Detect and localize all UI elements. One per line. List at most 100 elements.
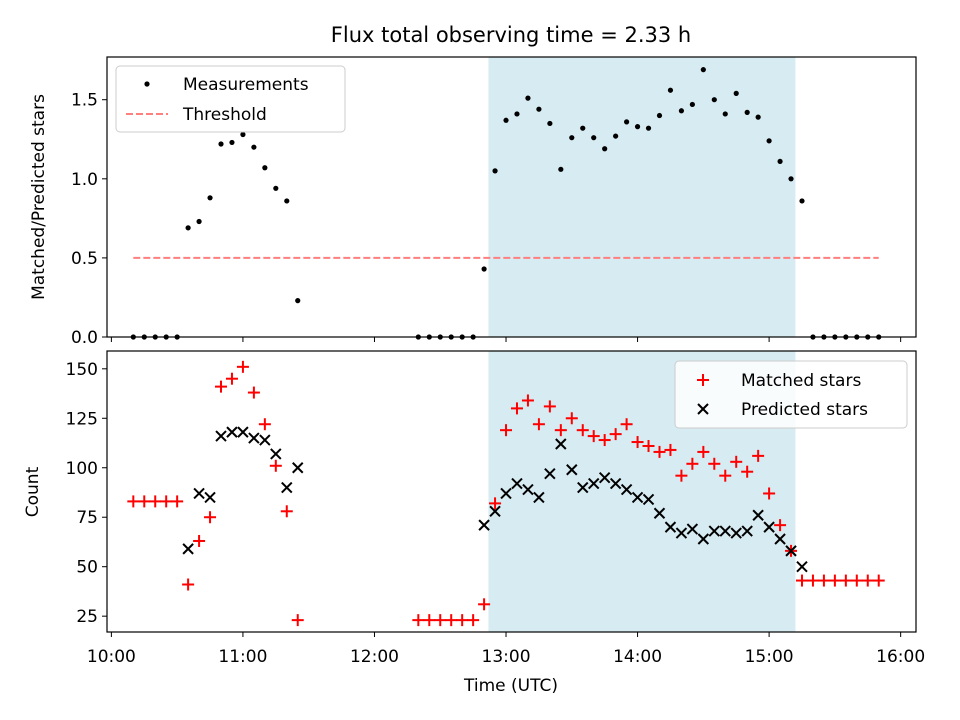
matched-stars-point [708,457,721,470]
measurements-point [777,158,783,165]
matched-stars-point [576,424,589,437]
matched-stars-point [269,459,282,472]
legend-predicted-marker [697,403,709,415]
matched-stars-point [795,574,808,587]
measurements-point [602,146,608,152]
bottom-axes-frame [106,350,917,633]
matched-stars-point [532,418,545,431]
matched-stars-point [160,495,173,508]
measurements-point [733,90,739,96]
legend-predicted-label: Predicted stars [741,400,868,420]
measurements-point [514,111,520,117]
measurements-point [492,168,498,174]
measurements-point [251,144,257,150]
measurements-point [503,117,509,123]
matched-stars-point [543,400,556,413]
matched-stars-point [149,495,162,508]
matched-stars-point [456,614,469,627]
predicted-stars-point [653,507,666,519]
measurements-point [196,218,202,225]
matched-stars-point [806,574,819,587]
matched-stars-point [642,439,655,452]
measurements-point [525,95,531,101]
measurements-point [722,111,728,117]
measurements-point [207,195,213,201]
predicted-stars-point [555,438,567,450]
matched-stars-point [258,418,271,431]
predicted-stars-point [544,467,556,480]
x-tick-label: 15:00 [745,647,794,667]
measurements-point [689,101,695,108]
measurements-point [295,298,301,304]
top-y-tick-label: 1.5 [71,91,98,111]
matched-stars-point [510,402,523,415]
predicted-stars-point [577,481,589,494]
matched-stars-point [127,495,140,508]
bottom-y-axis-ticks: 25 50 75 100 125 150 [66,360,107,627]
matched-stars-point [850,574,863,587]
measurements-point [788,176,794,182]
bottom-y-tick-label: 100 [66,459,98,479]
measurements-point [799,198,805,204]
measurements-point [284,198,290,204]
measurements-point [273,185,279,191]
measurements-point [240,131,246,138]
predicted-stars-point [270,448,282,460]
legend-measurements-marker [144,81,150,87]
legend-measurements-label: Measurements [183,75,309,95]
measurements-point [481,266,487,272]
predicted-stars-point [489,505,501,517]
predicted-stars-point [511,477,523,490]
measurements-point [656,112,663,119]
legend-matched-marker [697,374,709,386]
x-tick-label: 10:00 [87,647,136,667]
matched-stars-point [171,495,184,508]
matched-stars-point [817,574,830,587]
matched-stars-point [489,497,502,510]
bottom-y-axis-label: Count [23,466,43,517]
predicted-stars-point [248,432,260,444]
predicted-stars-point [566,464,578,476]
predicted-stars-point [292,462,304,474]
predicted-stars-point [708,525,721,537]
measurements-point [547,120,553,127]
matched-stars-point [719,469,732,482]
top-y-tick-label: 0.5 [71,249,98,269]
measurements-point [667,87,674,93]
measurements-point [613,133,619,139]
matched-stars-point [609,428,622,441]
predicted-stars-point [500,487,512,500]
matched-stars-point [861,574,874,587]
bottom-y-tick-label: 25 [76,607,98,627]
x-axis-label: Time (UTC) [463,676,558,696]
matched-stars-point [752,449,765,462]
matched-stars-point [215,380,228,393]
matched-stars-point [182,578,195,591]
x-tick-label: 16:00 [876,647,925,667]
predicted-stars-point [785,545,797,557]
measurements-point [558,166,564,172]
bottom-panel: 25 50 75 100 125 150 10:00 11:00 12:00 13:00 14:0… [23,350,925,696]
bottom-legend: Matched stars Predicted stars [674,360,908,429]
predicted-stars-point [686,523,699,535]
matched-stars-point [204,511,217,524]
top-legend: Measurements Threshold [115,65,346,133]
predicted-stars-point [774,533,786,545]
matched-stars-point [500,424,513,437]
measurements-point [185,225,191,231]
measurements-point [591,135,597,141]
top-y-axis-ticks: 0.0 0.5 1.0 1.5 [71,91,107,348]
matched-stars-point [686,457,699,470]
matched-stars-point [225,372,238,385]
matched-stars-point [521,394,534,407]
matched-stars-point [434,614,447,627]
measurements-point [766,138,772,144]
predicted-stars-point [763,521,775,533]
measurements-point [678,108,685,114]
predicted-stars-point [642,493,655,506]
predicted-stars-point [237,426,249,438]
predicted-stars-point [226,426,238,438]
predicted-stars-point [730,527,742,539]
matched-stars-point [664,443,677,456]
predicted-stars-point [259,434,271,446]
